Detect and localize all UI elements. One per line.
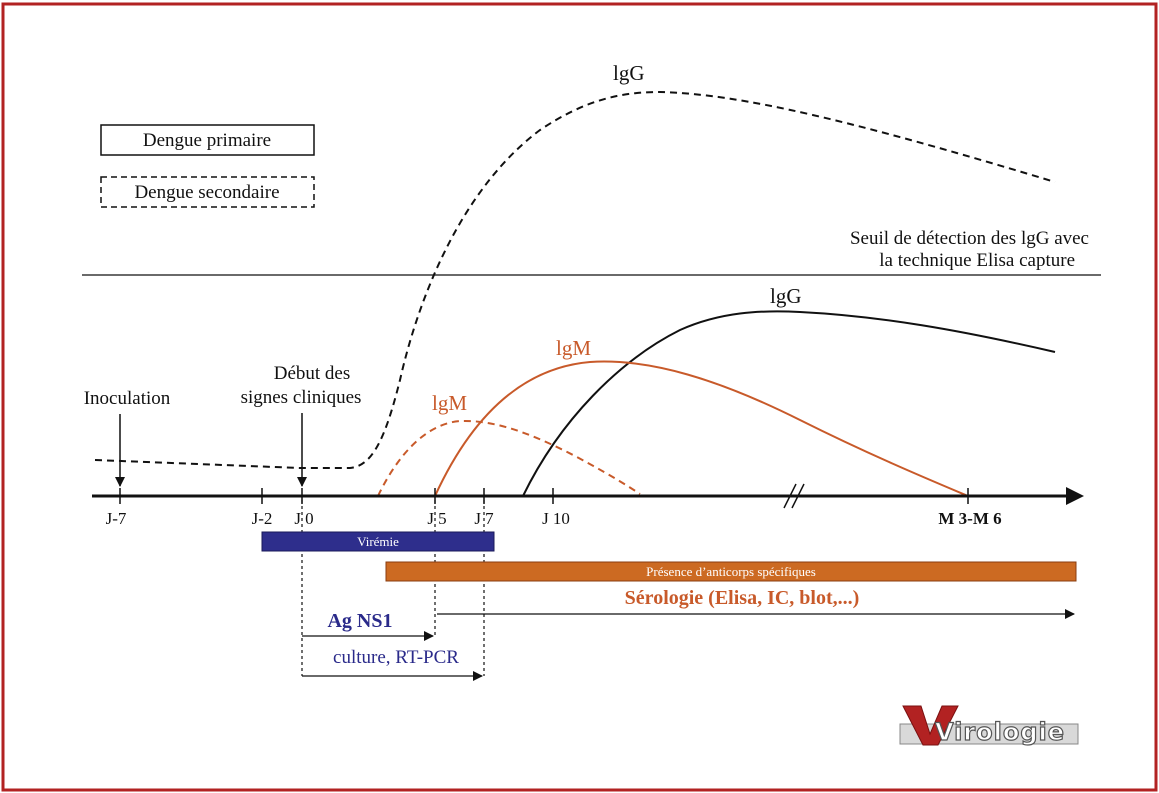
- viremia-label: Virémie: [357, 534, 399, 549]
- legend: Dengue primaire Dengue secondaire: [100, 124, 315, 208]
- logo-v-mark: [902, 705, 959, 746]
- onset-label-line1: Début des: [274, 363, 351, 384]
- tick-label-m3m6: M 3-M 6: [938, 509, 1001, 528]
- serology-label: Sérologie (Elisa, IC, blot,...): [625, 587, 860, 609]
- threshold-label-line2: la technique Elisa capture: [879, 250, 1075, 271]
- legend-primary-box: [100, 124, 315, 156]
- igm-secondary-curve: [377, 419, 641, 497]
- axis-break-mark-1: [783, 483, 797, 509]
- inoculation-label: Inoculation: [84, 388, 171, 409]
- tick-label-j-2: J-2: [252, 509, 273, 528]
- antibodies-label: Présence d’anticorps spécifiques: [646, 564, 816, 579]
- igg-primary-curve: [522, 310, 1056, 497]
- axis-break-mark-2: [791, 483, 805, 509]
- igg-secondary-label: lgG: [613, 61, 645, 85]
- igg-secondary-curve: [94, 90, 1056, 469]
- culture-label: culture, RT-PCR: [333, 647, 459, 668]
- igm-secondary-label: lgM: [432, 391, 467, 415]
- logo-text: Virologie: [935, 718, 1065, 746]
- antibodies-bar: [385, 561, 1077, 582]
- legend-secondary-box: [100, 176, 315, 208]
- virologie-logo: Virologie: [899, 705, 1079, 747]
- onset-label-line2: signes cliniques: [241, 387, 362, 408]
- igm-primary-curve: [434, 360, 969, 497]
- tick-label-j-7: J-7: [106, 509, 127, 528]
- tick-label-j0: J 0: [294, 509, 313, 528]
- legend-primary-label: Dengue primaire: [143, 130, 271, 151]
- igg-primary-label: lgG: [770, 284, 802, 308]
- tick-label-j10: J 10: [542, 509, 570, 528]
- viremia-bar: [261, 531, 495, 552]
- igm-primary-label: lgM: [556, 336, 591, 360]
- tick-label-j5: J 5: [427, 509, 446, 528]
- legend-secondary-label: Dengue secondaire: [134, 182, 279, 203]
- threshold-label-line1: Seuil de détection des lgG avec: [850, 228, 1089, 249]
- time-axis-arrowhead: [1066, 487, 1084, 505]
- ns1-label: Ag NS1: [327, 610, 392, 632]
